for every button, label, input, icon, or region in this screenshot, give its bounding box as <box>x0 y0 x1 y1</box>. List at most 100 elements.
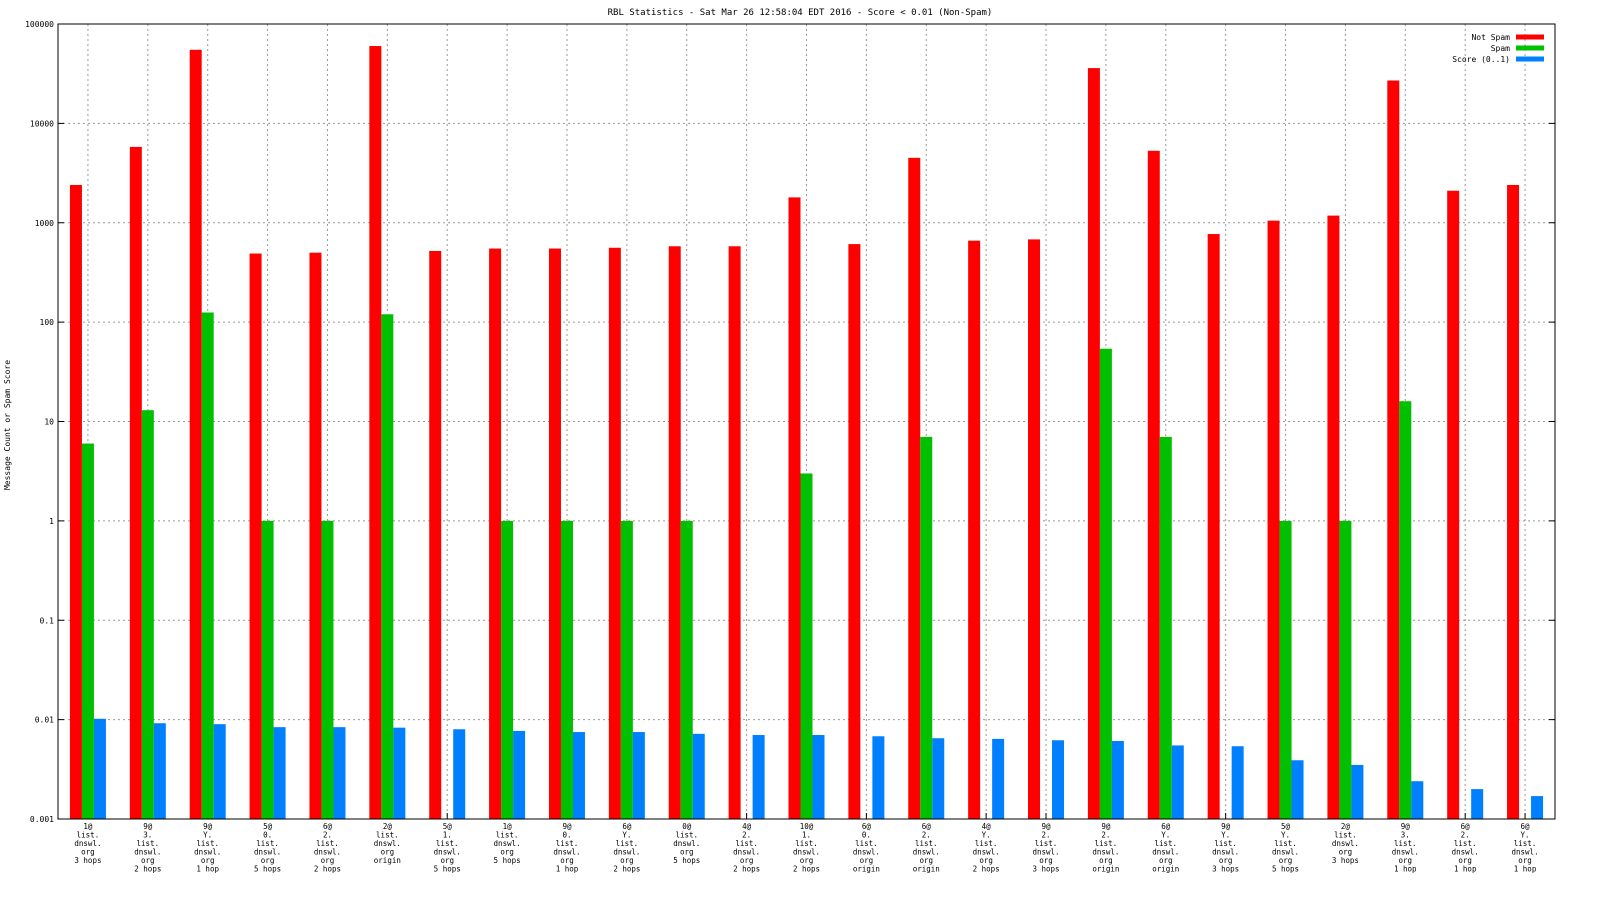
y-tick-label: 100 <box>40 318 55 327</box>
x-tick-label: 1@ list. dnswl. org 5 hops <box>494 822 521 865</box>
bar-not-spam <box>309 252 322 819</box>
bar-not-spam <box>668 246 681 819</box>
x-tick-label: 9@ Y. list. dnswl. org 1 hop <box>194 822 221 874</box>
bar-score-0-1 <box>453 729 466 819</box>
bar-not-spam <box>429 250 442 819</box>
bar-not-spam <box>249 253 262 820</box>
bar-not-spam <box>69 184 82 820</box>
chart-title: RBL Statistics - Sat Mar 26 12:58:04 EDT… <box>608 8 993 18</box>
bar-score-0-1 <box>872 736 885 819</box>
bar-score-0-1 <box>1291 760 1304 819</box>
legend-label: Not Spam <box>1471 33 1510 42</box>
bar-score-0-1 <box>393 727 406 819</box>
bar-spam <box>1339 520 1352 819</box>
bar-spam <box>680 520 693 819</box>
bar-not-spam <box>1267 220 1280 820</box>
legend-label: Spam <box>1491 44 1510 53</box>
bar-score-0-1 <box>1171 745 1184 819</box>
bar-not-spam <box>968 240 981 820</box>
bar-score-0-1 <box>153 723 166 819</box>
x-tick-label: 5@ 1. list. dnswl. org 5 hops <box>434 822 461 874</box>
x-tick-label: 9@ 0. list. dnswl. org 1 hop <box>553 822 580 874</box>
bar-score-0-1 <box>1471 789 1484 819</box>
y-tick-label: 100000 <box>25 20 54 29</box>
bar-not-spam <box>788 197 801 819</box>
bar-score-0-1 <box>752 735 765 819</box>
bar-not-spam <box>608 247 621 820</box>
bar-spam <box>321 520 334 819</box>
x-tick-label: 9@ 2. list. dnswl. org 3 hops <box>1032 822 1059 874</box>
bar-spam <box>620 520 633 819</box>
x-tick-label: 6@ 2. list. dnswl. org 1 hop <box>1452 822 1479 874</box>
bar-spam <box>201 312 214 819</box>
bar-score-0-1 <box>632 732 645 819</box>
bar-not-spam <box>489 248 502 819</box>
bar-not-spam <box>728 246 741 819</box>
x-tick-label: 1@ list. dnswl. org 3 hops <box>74 822 101 865</box>
bar-not-spam <box>1028 239 1041 820</box>
bar-spam <box>381 314 394 819</box>
plot-frame <box>57 23 1556 820</box>
x-tick-label: 6@ 2. list. dnswl. org 2 hops <box>314 822 341 874</box>
bar-spam <box>1279 520 1292 819</box>
bar-spam <box>261 520 274 819</box>
x-tick-label: 4@ 2. list. dnswl. org 2 hops <box>733 822 760 874</box>
y-tick-label: 0.1 <box>40 616 55 625</box>
bar-not-spam <box>548 248 561 819</box>
bar-score-0-1 <box>93 718 106 819</box>
bar-not-spam <box>369 46 382 820</box>
bar-score-0-1 <box>992 738 1005 819</box>
bar-spam <box>1399 401 1412 819</box>
bar-score-0-1 <box>572 732 585 819</box>
bar-not-spam <box>1087 68 1100 820</box>
bar-not-spam <box>1387 80 1400 819</box>
bar-spam <box>800 473 813 819</box>
legend-swatch <box>1516 56 1544 62</box>
bar-spam <box>1159 436 1172 819</box>
bar-score-0-1 <box>1231 746 1244 819</box>
y-axis-label: Message Count or Spam Score <box>3 360 12 490</box>
bar-score-0-1 <box>273 727 286 819</box>
bar-not-spam <box>1327 215 1340 820</box>
legend-label: Score (0..1) <box>1452 55 1510 64</box>
bar-not-spam <box>189 49 202 820</box>
bar-spam <box>560 520 573 819</box>
bar-score-0-1 <box>1531 796 1544 819</box>
bar-score-0-1 <box>513 730 526 819</box>
bar-spam <box>920 436 933 819</box>
y-tick-label: 1000 <box>35 219 54 228</box>
bar-not-spam <box>1147 150 1160 819</box>
bar-score-0-1 <box>333 727 346 819</box>
bar-score-0-1 <box>1351 764 1364 819</box>
y-tick-label: 10 <box>44 418 54 427</box>
bars-group <box>69 46 1544 820</box>
x-tick-label: 9@ 3. list. dnswl. org 2 hops <box>134 822 161 874</box>
x-tick-label: 6@ Y. list. dnswl. org origin <box>1152 822 1179 874</box>
bar-not-spam <box>129 146 142 819</box>
bar-spam <box>501 520 514 819</box>
y-tick-label: 10000 <box>30 119 54 128</box>
bar-score-0-1 <box>213 724 226 819</box>
bar-score-0-1 <box>1052 740 1065 819</box>
legend-swatch <box>1516 45 1544 51</box>
y-tick-label: 1 <box>49 517 54 526</box>
bar-not-spam <box>908 157 921 819</box>
bar-score-0-1 <box>812 735 825 819</box>
bar-not-spam <box>1207 234 1220 820</box>
x-tick-label: 9@ 3. list. dnswl. org 1 hop <box>1392 822 1419 874</box>
x-tick-label: 6@ Y. list. dnswl. org 2 hops <box>613 822 640 874</box>
bar-spam <box>141 410 154 819</box>
x-tick-label: 0@ list. dnswl. org 5 hops <box>673 822 700 865</box>
bar-score-0-1 <box>1411 781 1424 819</box>
x-tick-label: 2@ list. dnswl. org origin <box>374 822 401 865</box>
y-tick-labels: 100000 10000 1000 100 10 1 0.1 0.01 0.001 <box>25 20 54 824</box>
x-tick-label: 5@ Y. list. dnswl. org 5 hops <box>1272 822 1299 874</box>
legend-swatch <box>1516 34 1544 40</box>
x-tick-label: 4@ Y. list. dnswl. org 2 hops <box>973 822 1000 874</box>
bar-score-0-1 <box>692 733 705 819</box>
y-tick-label: 0.01 <box>35 716 54 725</box>
x-tick-label: 6@ 2. list. dnswl. org origin <box>913 822 940 874</box>
bar-spam <box>1099 348 1112 819</box>
bar-not-spam <box>1507 184 1520 820</box>
